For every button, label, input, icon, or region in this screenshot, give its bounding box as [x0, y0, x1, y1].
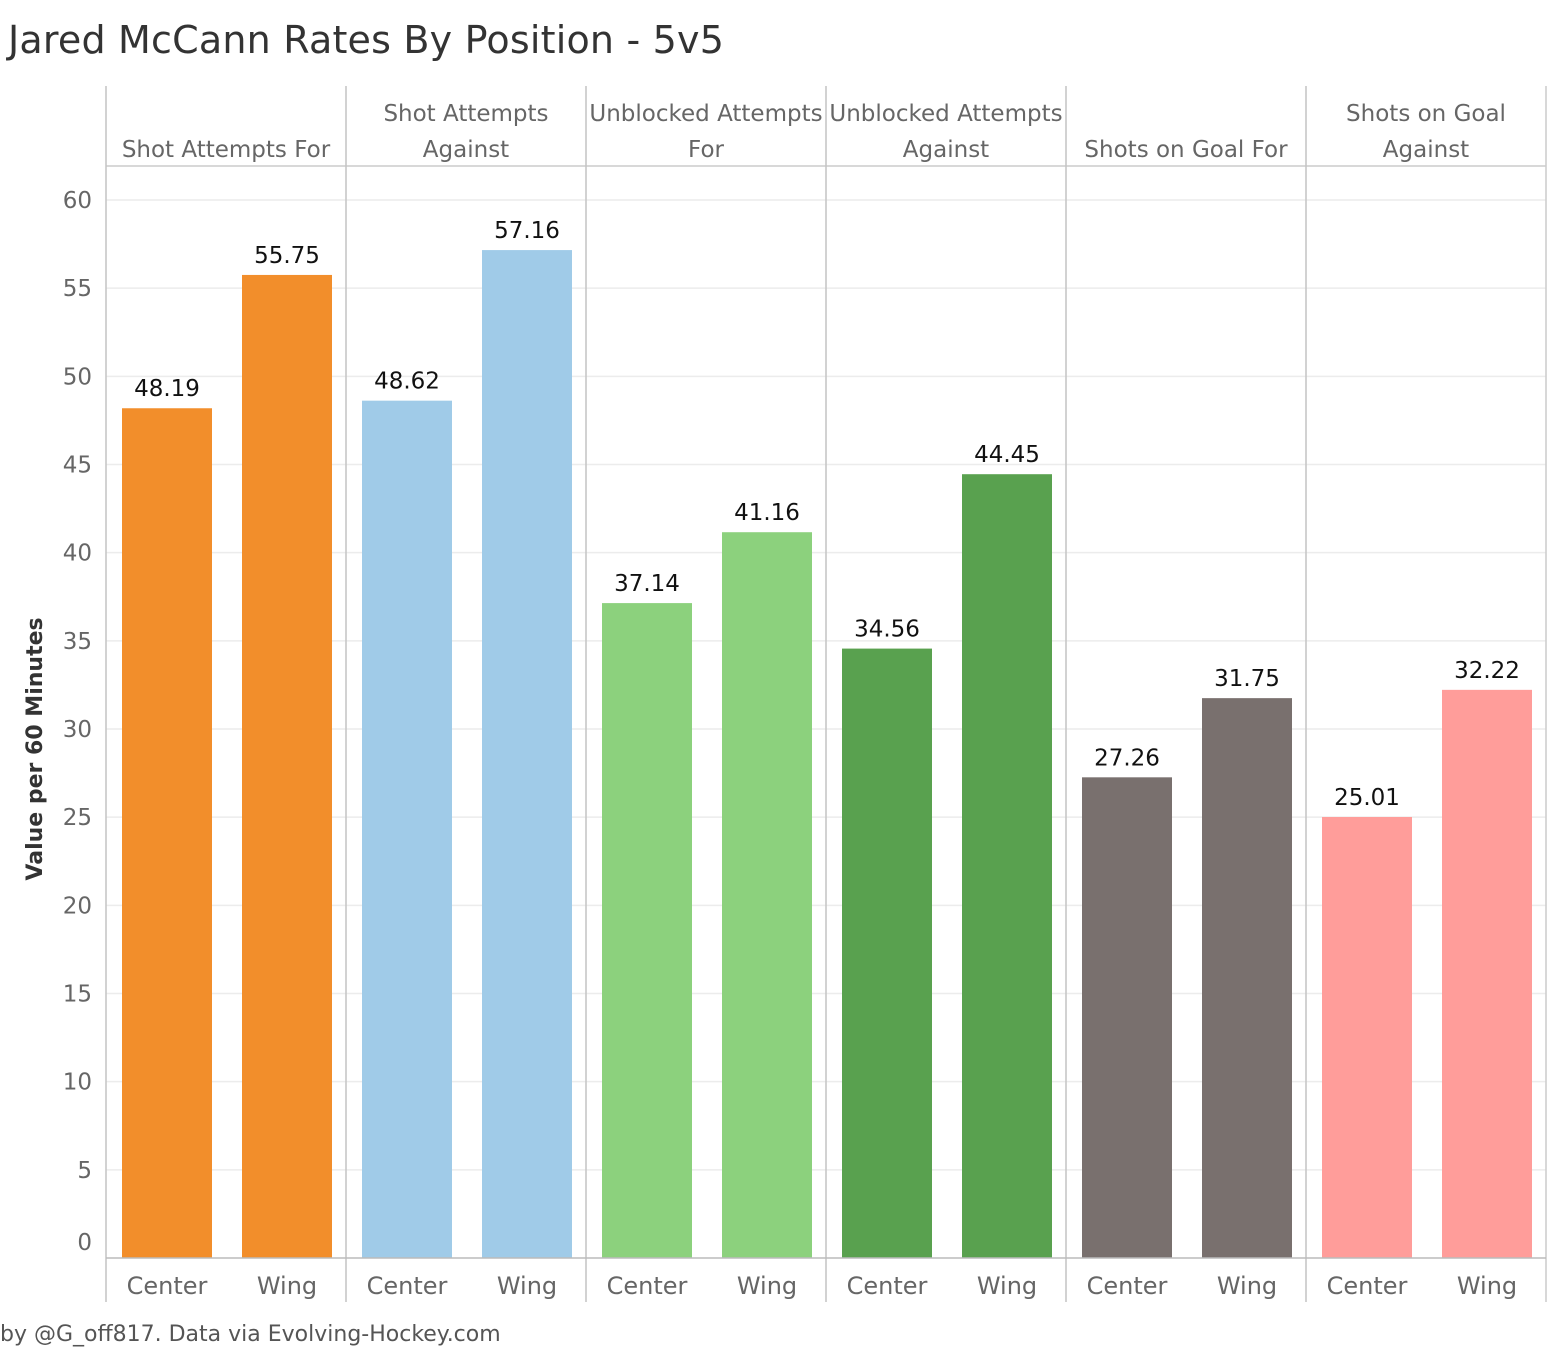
panel-header-line2: For — [688, 137, 724, 163]
panel-header-line1: Unblocked Attempts — [829, 101, 1062, 127]
y-tick-label: 30 — [63, 717, 92, 743]
panel-header-line1: Unblocked Attempts — [589, 101, 822, 127]
category-label: Center — [847, 1272, 928, 1300]
bar-value-label: 25.01 — [1334, 785, 1400, 811]
bar — [482, 250, 572, 1258]
category-label: Wing — [1457, 1272, 1517, 1300]
panel-header-line2: Against — [423, 137, 509, 163]
bar-value-label: 44.45 — [974, 442, 1040, 468]
bar-value-label: 48.19 — [134, 376, 200, 402]
bar-value-label: 32.22 — [1454, 658, 1520, 684]
bar — [122, 408, 212, 1259]
bar — [1202, 698, 1292, 1258]
category-label: Center — [367, 1272, 448, 1300]
bar-value-label: 57.16 — [494, 218, 560, 244]
bar — [722, 532, 812, 1258]
panel-header-line2: Against — [903, 137, 989, 163]
category-label: Center — [127, 1272, 208, 1300]
y-tick-label: 25 — [63, 805, 92, 831]
bar — [242, 274, 332, 1259]
y-tick-label: 0 — [77, 1230, 92, 1256]
category-label: Center — [1087, 1272, 1168, 1300]
category-label: Wing — [257, 1272, 317, 1300]
category-label: Center — [1327, 1272, 1408, 1300]
bar — [1322, 816, 1412, 1258]
y-tick-label: 10 — [63, 1070, 92, 1096]
category-label: Wing — [977, 1272, 1037, 1300]
y-tick-label: 5 — [77, 1158, 92, 1184]
bar-value-label: 31.75 — [1214, 666, 1280, 692]
y-tick-label: 20 — [63, 893, 92, 919]
bar — [1442, 689, 1532, 1258]
panel-header: Shots on Goal For — [1084, 137, 1288, 163]
y-axis-label: Value per 60 Minutes — [23, 617, 48, 880]
category-label: Wing — [497, 1272, 557, 1300]
bar — [842, 648, 932, 1258]
category-label: Center — [607, 1272, 688, 1300]
bar-value-label: 48.62 — [374, 369, 440, 395]
panel-header-line1: Shot Attempts — [383, 101, 548, 127]
bar — [1082, 777, 1172, 1258]
bar-value-label: 34.56 — [854, 617, 920, 643]
y-tick-label: 45 — [63, 453, 92, 479]
y-tick-label: 55 — [63, 276, 92, 302]
bar-value-label: 41.16 — [734, 500, 800, 526]
bar — [362, 400, 452, 1258]
category-label: Wing — [737, 1272, 797, 1300]
bar-value-label: 55.75 — [254, 243, 320, 269]
bar — [602, 603, 692, 1258]
y-tick-label: 15 — [63, 982, 92, 1008]
bar-chart: 0 5 10 15 20 25 30 35 40 45 50 55 60 Value per 60 Min… — [23, 86, 1547, 1302]
y-tick-label: 40 — [63, 541, 92, 567]
y-tick-label: 35 — [63, 629, 92, 655]
bar-value-label: 37.14 — [614, 571, 680, 597]
category-label: Wing — [1217, 1272, 1277, 1300]
y-tick-label: 60 — [63, 188, 92, 214]
y-tick-label: 50 — [63, 364, 92, 390]
chart-title: Jared McCann Rates By Position - 5v5 — [8, 18, 725, 62]
bar-value-label: 27.26 — [1094, 745, 1160, 771]
footer-credit: by @G_off817. Data via Evolving-Hockey.c… — [0, 1322, 501, 1347]
panel-header: Shot Attempts For — [122, 137, 331, 163]
panel-header-line2: Against — [1383, 137, 1469, 163]
bar — [962, 474, 1052, 1258]
panel-header-line1: Shots on Goal — [1346, 101, 1506, 127]
